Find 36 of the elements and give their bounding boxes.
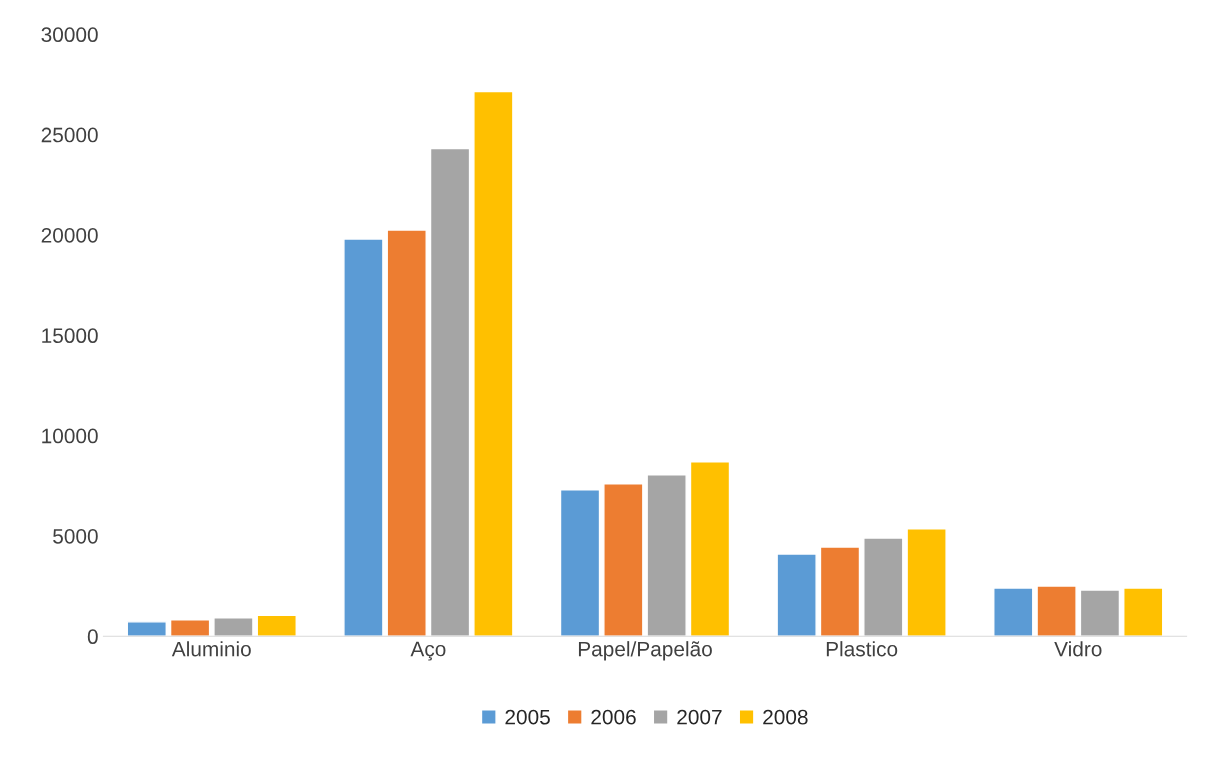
bar: [429, 147, 471, 637]
bar: [1036, 585, 1077, 637]
bar: [646, 474, 687, 637]
bar: [559, 489, 601, 637]
bar: [256, 614, 297, 637]
y-tick-label: 0: [87, 629, 98, 645]
legend-label: 2006: [591, 709, 636, 725]
bar: [473, 90, 514, 637]
bar: [863, 537, 904, 637]
bar: [213, 617, 254, 637]
bar: [819, 546, 861, 637]
bar: [386, 229, 427, 637]
x-tick-label: Aluminio: [171, 641, 251, 657]
y-tick-label: 10000: [42, 428, 98, 444]
x-tick-label: Papel/Papelão: [578, 641, 712, 661]
legend-label: 2007: [677, 709, 722, 725]
legend-label: 2005: [505, 709, 550, 725]
bar: [169, 619, 211, 637]
y-tick-label: 30000: [41, 27, 98, 43]
bar: [993, 587, 1034, 637]
bar: [689, 461, 731, 637]
bar: [906, 528, 947, 637]
y-tick-label: 25000: [41, 127, 98, 143]
bar: [1123, 587, 1164, 637]
bar: [126, 621, 167, 637]
x-tick-label: Aço: [410, 641, 446, 661]
y-tick-label: 20000: [41, 227, 98, 243]
bar: [343, 238, 384, 637]
legend-label: 2008: [763, 709, 808, 725]
bar: [776, 553, 817, 637]
y-tick-label: 5000: [53, 528, 98, 544]
x-tick-label: Vidro: [1054, 641, 1102, 657]
bar: [1079, 589, 1121, 637]
x-tick-label: Plastico: [826, 641, 898, 657]
y-tick-label: 15000: [42, 328, 98, 344]
bar: [603, 483, 644, 637]
